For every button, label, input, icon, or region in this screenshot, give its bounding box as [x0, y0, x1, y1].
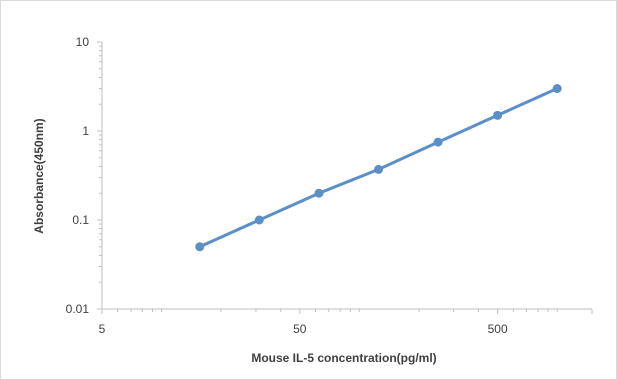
x-axis-title: Mouse IL-5 concentration(pg/ml): [251, 351, 436, 365]
data-point: [552, 84, 562, 94]
tick-labels-group: 0.01 0.1 1 10 5 50 500: [66, 35, 508, 336]
data-point: [195, 242, 205, 252]
data-point: [493, 110, 503, 120]
series-group: [195, 84, 562, 252]
y-tick-label: 1: [82, 124, 89, 138]
y-tick-label: 0.01: [66, 302, 90, 316]
data-point: [254, 215, 264, 225]
y-tick-label: 10: [76, 35, 90, 49]
axes-group: [97, 41, 593, 314]
y-tick-label: 0.1: [72, 213, 89, 227]
data-point: [314, 188, 324, 198]
x-tick-label: 5: [99, 322, 106, 336]
x-tick-label: 50: [293, 322, 307, 336]
data-point: [374, 164, 384, 174]
data-point: [433, 137, 443, 147]
x-tick-label: 500: [488, 322, 508, 336]
y-axis-title: Absorbance(450nm): [32, 118, 46, 233]
